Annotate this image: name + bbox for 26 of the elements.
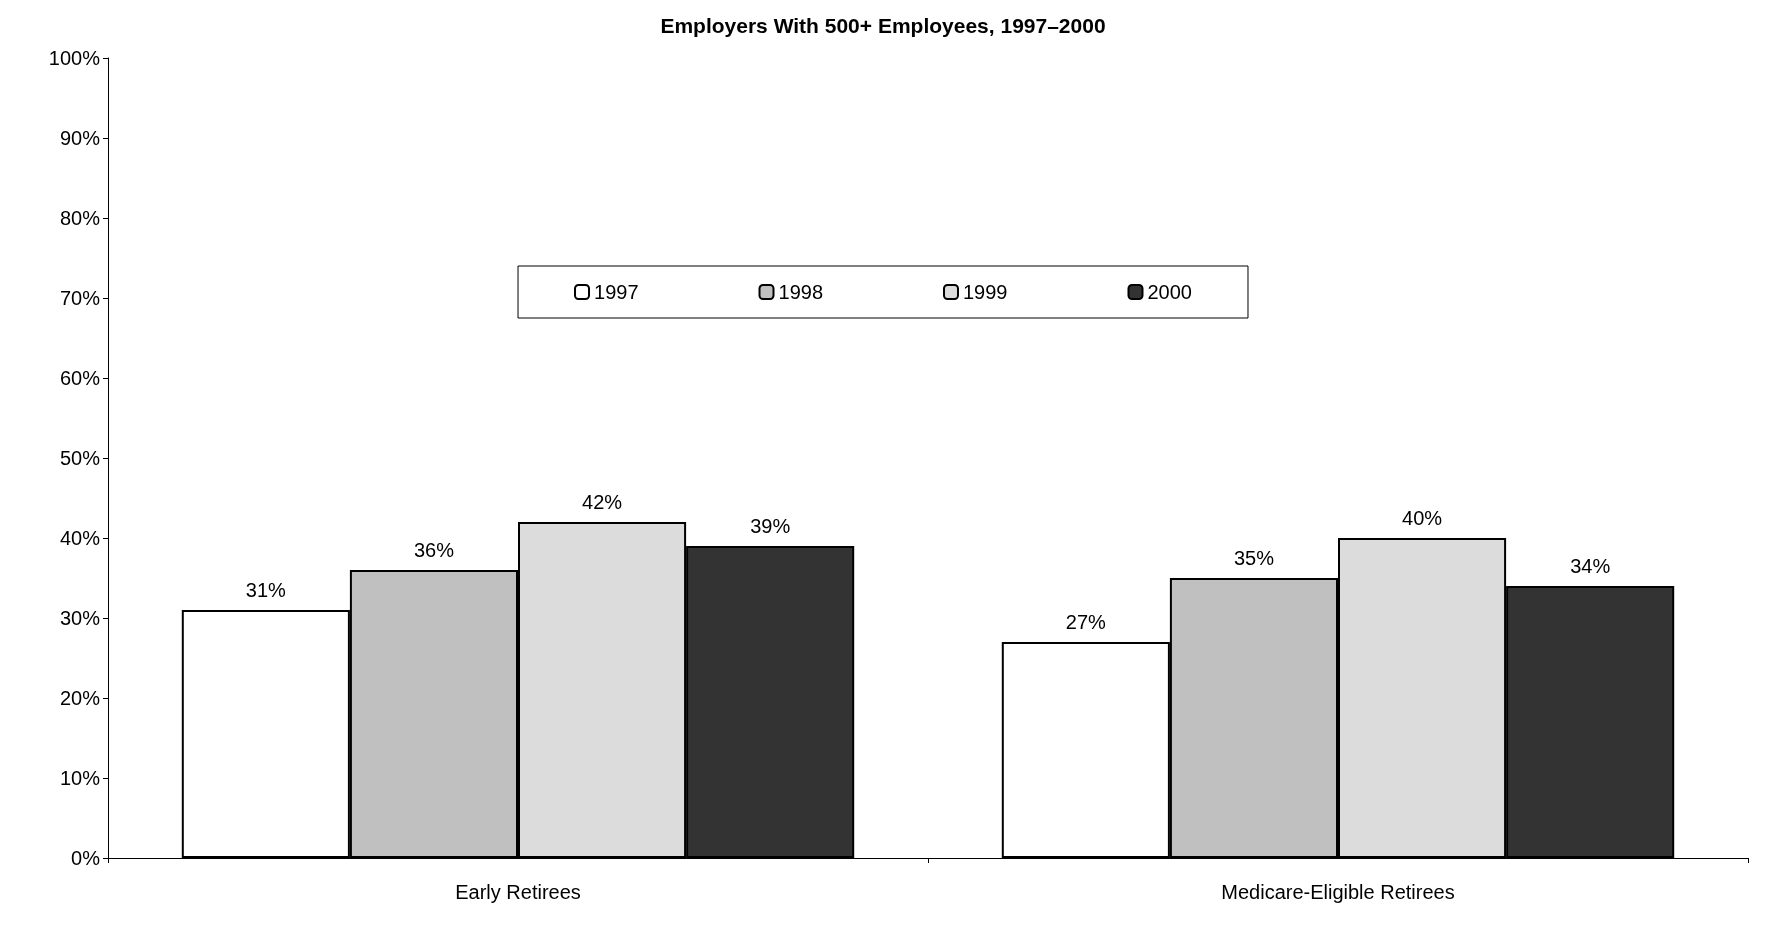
y-tick-label: 50% bbox=[59, 447, 101, 469]
data-label: 34% bbox=[1570, 555, 1611, 577]
y-tick-label: 90% bbox=[59, 127, 101, 149]
y-tick-label: 60% bbox=[59, 367, 101, 389]
data-label: 27% bbox=[1065, 611, 1107, 633]
y-tick-label: 100% bbox=[48, 47, 101, 69]
y-tick-label: 30% bbox=[59, 607, 101, 629]
legend-label: 1997 bbox=[594, 281, 639, 303]
y-tick-label: 10% bbox=[59, 767, 101, 789]
chart-title: Employers With 500+ Employees, 1997–2000 bbox=[660, 14, 1106, 37]
x-tick-label: Medicare-Eligible Retirees bbox=[1221, 881, 1455, 903]
y-tick-label: 20% bbox=[59, 687, 101, 709]
data-label: 42% bbox=[582, 491, 623, 513]
data-label: 39% bbox=[750, 515, 791, 537]
data-label: 40% bbox=[1402, 507, 1443, 529]
data-label: 36% bbox=[413, 539, 455, 561]
x-tick-label: Early Retirees bbox=[455, 881, 581, 903]
data-label: 31% bbox=[245, 579, 287, 601]
y-tick-label: 70% bbox=[59, 287, 101, 309]
y-tick-label: 40% bbox=[59, 527, 101, 549]
y-tick-label: 0% bbox=[71, 847, 101, 869]
legend-label: 1998 bbox=[778, 281, 824, 303]
y-tick-label: 80% bbox=[59, 207, 101, 229]
legend-label: 1999 bbox=[963, 281, 1008, 303]
data-label: 35% bbox=[1233, 547, 1275, 569]
legend-label: 2000 bbox=[1147, 281, 1192, 303]
